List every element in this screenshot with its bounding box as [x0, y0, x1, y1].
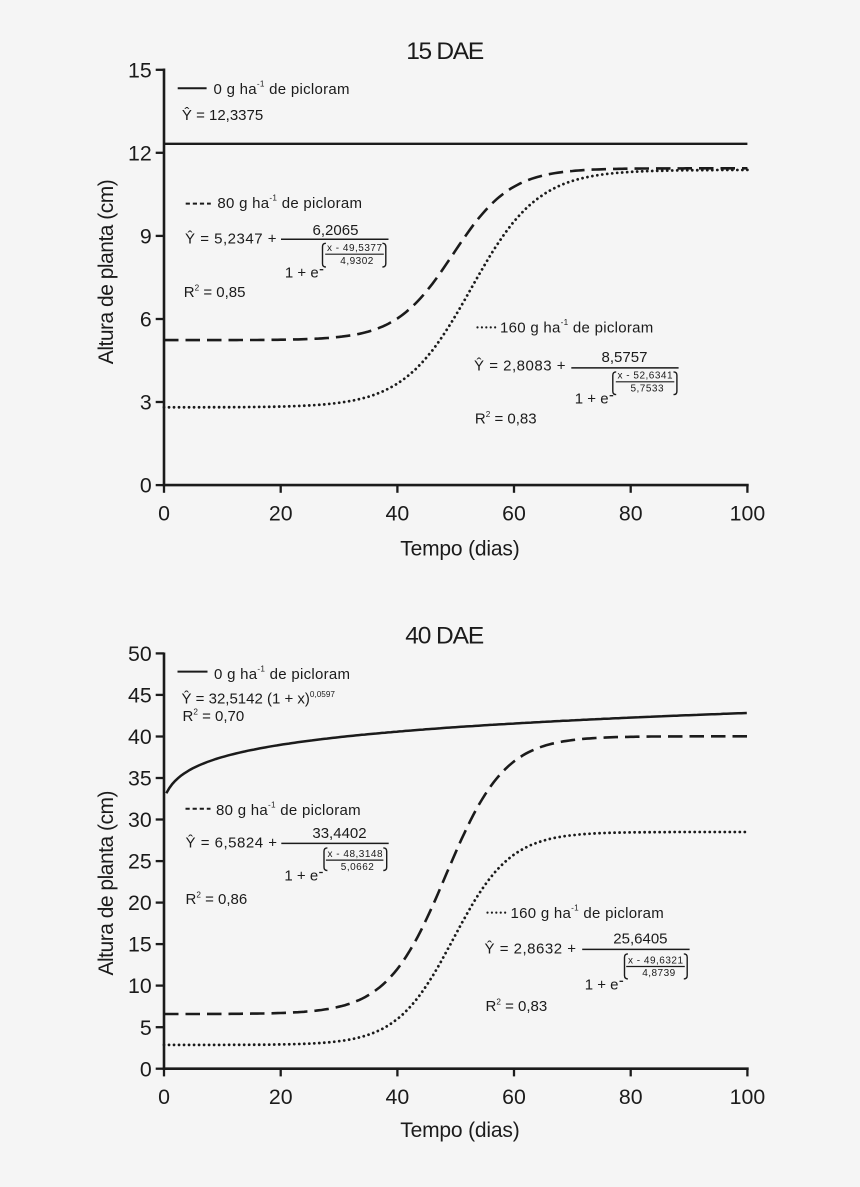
svg-text:80: 80 — [619, 502, 643, 526]
svg-text:20: 20 — [128, 891, 152, 915]
svg-text:160 g ha-1 de picloram: 160 g ha-1 de picloram — [511, 904, 665, 923]
svg-text:15 DAE: 15 DAE — [406, 38, 484, 65]
svg-text:25: 25 — [128, 850, 152, 874]
svg-text:0: 0 — [140, 474, 152, 498]
svg-text:15: 15 — [128, 933, 152, 957]
svg-text:x - 48,3148: x - 48,3148 — [328, 849, 383, 860]
svg-text:1 + e: 1 + e — [284, 868, 318, 885]
svg-text:R2 = 0,86: R2 = 0,86 — [186, 891, 248, 908]
svg-text:0: 0 — [158, 1085, 170, 1109]
svg-text:R2 = 0,70: R2 = 0,70 — [183, 708, 245, 725]
svg-text:Tempo (dias): Tempo (dias) — [400, 537, 520, 560]
svg-text:1 + e: 1 + e — [575, 391, 609, 408]
svg-text:5: 5 — [140, 1016, 152, 1040]
svg-text:80 g ha-1 de picloram: 80 g ha-1 de picloram — [216, 800, 361, 819]
svg-text:40 DAE: 40 DAE — [405, 623, 484, 650]
svg-text:60: 60 — [502, 502, 526, 526]
svg-text:0 g ha-1 de picloram: 0 g ha-1 de picloram — [214, 664, 350, 683]
svg-text:35: 35 — [128, 767, 152, 791]
svg-text:x - 49,6321: x - 49,6321 — [628, 955, 683, 966]
svg-text:100: 100 — [730, 1085, 766, 1109]
svg-text:80 g ha-1 de picloram: 80 g ha-1 de picloram — [217, 194, 362, 213]
svg-text:x - 49,5377: x - 49,5377 — [327, 243, 382, 254]
svg-text:1 + e: 1 + e — [585, 976, 619, 993]
svg-text:Ŷ = 32,5142 (1 + x)0,0597: Ŷ = 32,5142 (1 + x)0,0597 — [182, 690, 336, 708]
svg-text:10: 10 — [128, 974, 152, 998]
svg-text:5,0662: 5,0662 — [341, 862, 374, 873]
svg-text:Altura de planta (cm): Altura de planta (cm) — [95, 179, 118, 364]
svg-text:3: 3 — [140, 391, 152, 415]
svg-text:33,4402: 33,4402 — [312, 825, 366, 842]
svg-text:x - 52,6341: x - 52,6341 — [618, 371, 673, 382]
svg-text:R2 = 0,83: R2 = 0,83 — [486, 998, 548, 1015]
svg-text:50: 50 — [128, 642, 152, 666]
svg-text:0: 0 — [140, 1057, 152, 1081]
svg-text:15: 15 — [128, 58, 152, 82]
svg-text:0 g ha-1 de picloram: 0 g ha-1 de picloram — [214, 79, 350, 98]
svg-text:Tempo (dias): Tempo (dias) — [400, 1119, 520, 1142]
svg-text:Ŷ = 6,5824 +: Ŷ = 6,5824 + — [186, 835, 278, 852]
svg-text:40: 40 — [386, 1085, 410, 1109]
svg-text:25,6405: 25,6405 — [613, 931, 667, 948]
svg-text:5,7533: 5,7533 — [631, 384, 664, 395]
svg-text:45: 45 — [128, 684, 152, 708]
svg-text:20: 20 — [269, 1085, 293, 1109]
svg-text:Ŷ = 12,3375: Ŷ = 12,3375 — [182, 107, 263, 124]
svg-text:0: 0 — [158, 502, 170, 526]
svg-text:4,9302: 4,9302 — [340, 256, 373, 267]
svg-text:20: 20 — [269, 502, 293, 526]
svg-text:80: 80 — [619, 1085, 643, 1109]
svg-text:8,5757: 8,5757 — [602, 349, 648, 366]
svg-text:40: 40 — [386, 502, 410, 526]
svg-text:1 + e: 1 + e — [285, 265, 319, 282]
svg-text:12: 12 — [128, 141, 152, 165]
svg-text:9: 9 — [140, 225, 152, 249]
svg-text:6: 6 — [140, 308, 152, 332]
svg-text:Ŷ = 2,8083 +: Ŷ = 2,8083 + — [474, 357, 566, 374]
svg-text:R2 = 0,85: R2 = 0,85 — [184, 284, 246, 301]
svg-text:40: 40 — [128, 725, 152, 749]
svg-text:30: 30 — [128, 808, 152, 832]
svg-text:Altura de planta (cm): Altura de planta (cm) — [95, 791, 118, 976]
svg-text:Ŷ = 5,2347 +: Ŷ = 5,2347 + — [185, 230, 277, 247]
svg-text:R2 = 0,83: R2 = 0,83 — [475, 410, 537, 427]
svg-text:4,8739: 4,8739 — [642, 968, 675, 979]
svg-text:100: 100 — [730, 502, 766, 526]
svg-text:60: 60 — [502, 1085, 526, 1109]
svg-text:160 g ha-1 de picloram: 160 g ha-1 de picloram — [500, 318, 654, 337]
svg-text:Ŷ = 2,8632 +: Ŷ = 2,8632 + — [485, 941, 577, 958]
svg-text:6,2065: 6,2065 — [313, 222, 359, 239]
